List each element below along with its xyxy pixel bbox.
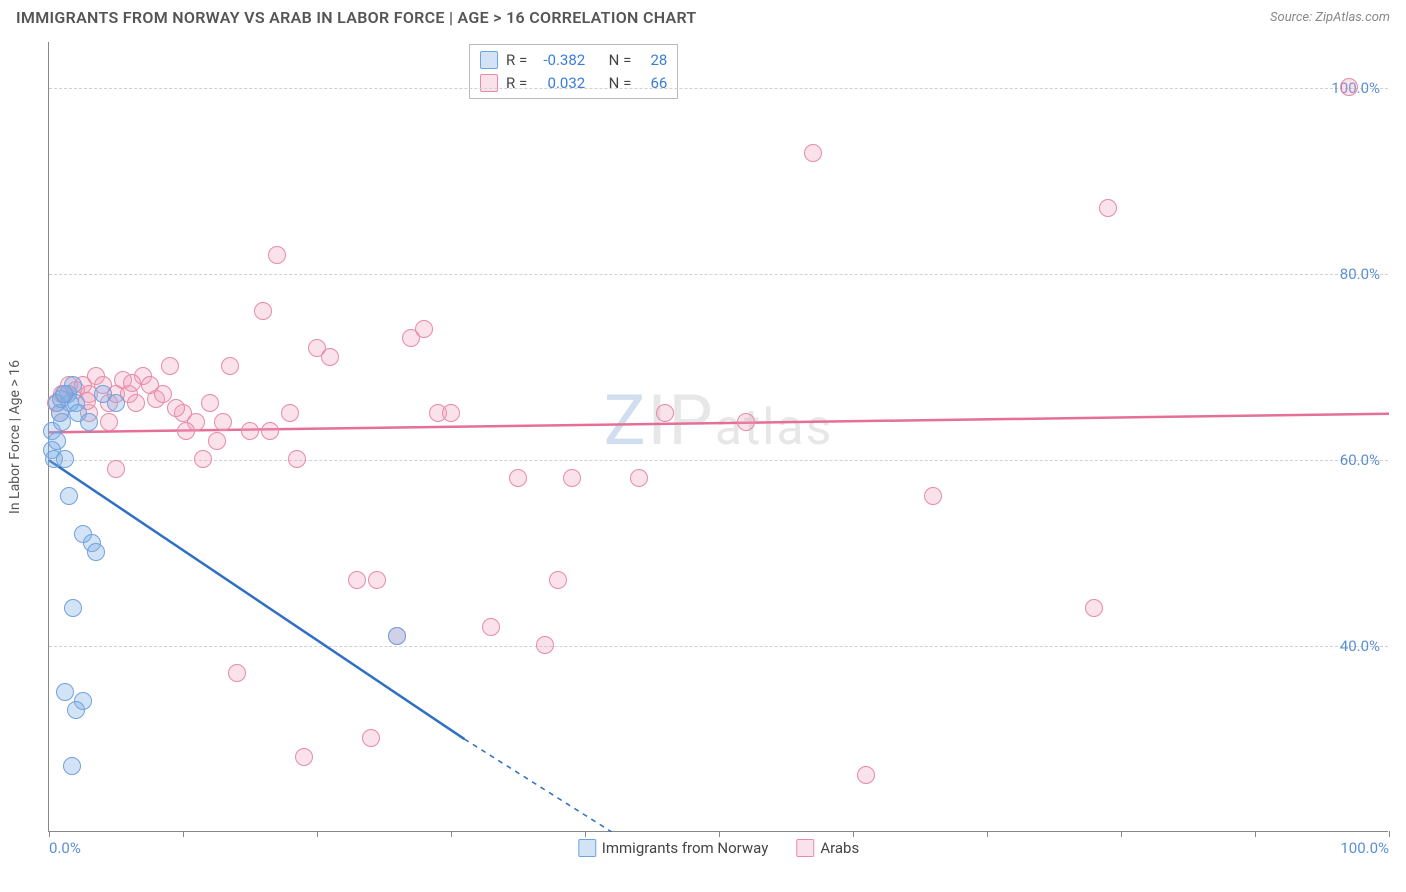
scatter-point-arabs — [241, 422, 259, 440]
gridline — [49, 274, 1388, 275]
gridline — [49, 646, 1388, 647]
scatter-point-norway — [388, 627, 406, 645]
scatter-point-norway — [64, 599, 82, 617]
x-tick-mark — [585, 831, 586, 837]
scatter-point-arabs — [261, 422, 279, 440]
scatter-point-arabs — [442, 404, 460, 422]
x-tick-mark — [183, 831, 184, 837]
chart-plot-area: In Labor Force | Age > 16 ZIPatlas R =-0… — [48, 42, 1388, 832]
x-tick-mark — [317, 831, 318, 837]
scatter-point-arabs — [221, 357, 239, 375]
gridline — [49, 88, 1388, 89]
series-legend: Immigrants from Norway Arabs — [578, 839, 859, 857]
scatter-point-arabs — [348, 571, 366, 589]
n-value: 66 — [639, 72, 667, 95]
scatter-point-norway — [107, 394, 125, 412]
source-attribution: Source: ZipAtlas.com — [1270, 10, 1390, 25]
scatter-point-arabs — [321, 348, 339, 366]
x-tick-mark — [987, 831, 988, 837]
scatter-point-arabs — [482, 618, 500, 636]
scatter-point-arabs — [857, 766, 875, 784]
scatter-point-arabs — [214, 413, 232, 431]
scatter-point-norway — [87, 543, 105, 561]
scatter-point-arabs — [295, 748, 313, 766]
scatter-point-norway — [60, 487, 78, 505]
x-tick-mark — [1389, 831, 1390, 837]
scatter-point-norway — [56, 450, 74, 468]
scatter-point-arabs — [161, 357, 179, 375]
legend-row-norway: R = -0.382 N = 28 — [480, 49, 667, 72]
scatter-point-norway — [53, 413, 71, 431]
scatter-point-norway — [67, 701, 85, 719]
scatter-point-arabs — [509, 469, 527, 487]
scatter-point-arabs — [281, 404, 299, 422]
legend-swatch-arabs — [796, 839, 814, 857]
legend-row-arabs: R = 0.032 N = 66 — [480, 72, 667, 95]
scatter-point-arabs — [100, 413, 118, 431]
scatter-point-arabs — [167, 399, 185, 417]
scatter-point-arabs — [549, 571, 567, 589]
scatter-point-arabs — [563, 469, 581, 487]
y-tick-label: 60.0% — [1340, 451, 1380, 469]
scatter-point-arabs — [536, 636, 554, 654]
y-tick-label: 80.0% — [1340, 265, 1380, 283]
x-tick-mark — [853, 831, 854, 837]
scatter-point-arabs — [208, 432, 226, 450]
scatter-point-norway — [63, 757, 81, 775]
scatter-point-arabs — [415, 320, 433, 338]
x-tick-mark — [719, 831, 720, 837]
y-axis-label: In Labor Force | Age > 16 — [7, 360, 23, 514]
scatter-point-norway — [56, 683, 74, 701]
scatter-point-arabs — [177, 422, 195, 440]
scatter-point-arabs — [804, 144, 822, 162]
legend-swatch-norway — [480, 51, 498, 69]
r-value: 0.032 — [535, 72, 585, 95]
scatter-point-arabs — [228, 664, 246, 682]
watermark: ZIPatlas — [604, 380, 834, 462]
scatter-point-arabs — [737, 413, 755, 431]
x-tick-label: 100.0% — [1340, 839, 1389, 857]
scatter-point-arabs — [288, 450, 306, 468]
scatter-point-arabs — [630, 469, 648, 487]
scatter-point-arabs — [1099, 199, 1117, 217]
n-value: 28 — [639, 49, 667, 72]
scatter-point-arabs — [154, 385, 172, 403]
scatter-point-arabs — [127, 394, 145, 412]
legend-label: Immigrants from Norway — [602, 839, 769, 857]
chart-title: IMMIGRANTS FROM NORWAY VS ARAB IN LABOR … — [16, 8, 697, 27]
scatter-point-norway — [48, 432, 66, 450]
r-label: R = — [506, 49, 527, 72]
scatter-point-arabs — [1340, 78, 1358, 96]
scatter-point-arabs — [201, 394, 219, 412]
legend-swatch-norway — [578, 839, 596, 857]
scatter-point-arabs — [368, 571, 386, 589]
x-tick-mark — [49, 831, 50, 837]
legend-item-arabs: Arabs — [796, 839, 859, 857]
scatter-point-arabs — [656, 404, 674, 422]
scatter-point-arabs — [924, 487, 942, 505]
x-tick-mark — [451, 831, 452, 837]
x-tick-mark — [1255, 831, 1256, 837]
scatter-point-arabs — [123, 374, 141, 392]
scatter-point-arabs — [107, 460, 125, 478]
legend-item-norway: Immigrants from Norway — [578, 839, 769, 857]
r-label: R = — [506, 72, 527, 95]
n-label: N = — [609, 72, 632, 95]
correlation-legend: R = -0.382 N = 28 R = 0.032 N = 66 — [469, 44, 678, 99]
scatter-point-norway — [80, 413, 98, 431]
n-label: N = — [609, 49, 632, 72]
r-value: -0.382 — [535, 49, 585, 72]
legend-label: Arabs — [820, 839, 859, 857]
scatter-point-arabs — [1085, 599, 1103, 617]
gridline — [49, 460, 1388, 461]
scatter-point-arabs — [362, 729, 380, 747]
scatter-point-arabs — [194, 450, 212, 468]
x-tick-label: 0.0% — [49, 839, 81, 857]
y-tick-label: 40.0% — [1340, 637, 1380, 655]
x-tick-mark — [1121, 831, 1122, 837]
scatter-point-arabs — [254, 302, 272, 320]
scatter-point-arabs — [268, 246, 286, 264]
scatter-point-norway — [55, 385, 73, 403]
